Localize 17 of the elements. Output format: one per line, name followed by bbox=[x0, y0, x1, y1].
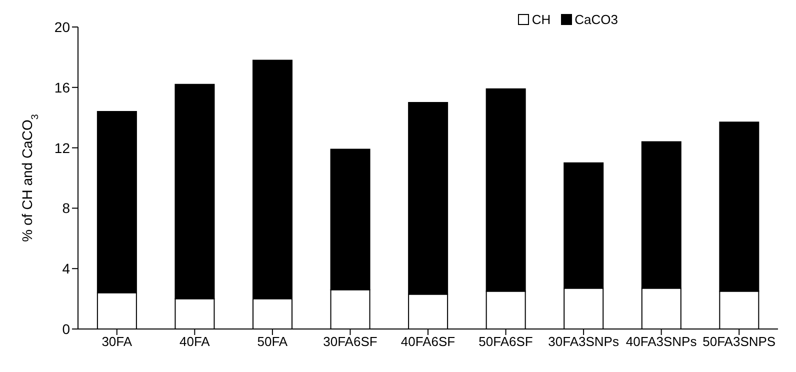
x-tick-label: 40FA6SF bbox=[400, 334, 456, 350]
x-tick-label: 40FA3SNPs bbox=[626, 334, 698, 350]
y-tick-label: 12 bbox=[54, 140, 70, 156]
legend-label: CaCO3 bbox=[574, 12, 618, 27]
x-tick-label: 30FA bbox=[102, 334, 132, 350]
x-tick-label: 50FA3SNPS bbox=[702, 334, 776, 350]
x-tick-label: 50FA6SF bbox=[478, 334, 533, 350]
x-tick-label: 30FA6SF bbox=[323, 334, 378, 350]
x-tick-label: 50FA bbox=[257, 334, 288, 350]
legend-label: CH bbox=[532, 12, 551, 27]
x-tick-label: 40FA bbox=[179, 334, 210, 350]
y-tick-label: 8 bbox=[62, 200, 70, 216]
y-tick-label: 20 bbox=[54, 18, 70, 35]
x-tick-label: 30FA3SNPs bbox=[548, 334, 620, 350]
y-tick-label: 0 bbox=[62, 320, 70, 337]
y-tick-label: 16 bbox=[54, 79, 70, 96]
y-tick-label: 4 bbox=[62, 260, 70, 277]
